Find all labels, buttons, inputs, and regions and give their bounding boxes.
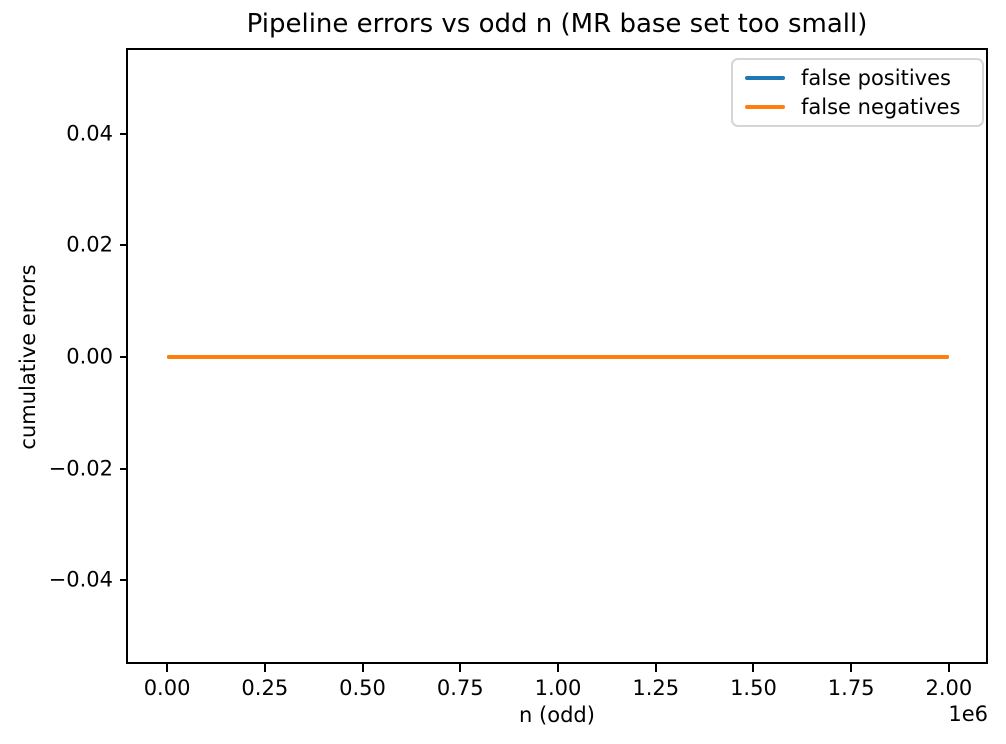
chart-title: Pipeline errors vs odd n (MR base set to… (246, 9, 868, 39)
y-tick-label: −0.02 (48, 456, 113, 481)
legend-entry: false positives (743, 65, 972, 91)
y-tick-label: 0.02 (66, 232, 113, 257)
x-axis-label: n (odd) (519, 703, 595, 727)
x-tick-label: 1.50 (730, 676, 777, 700)
legend-line-sample (745, 76, 785, 80)
x-axis-offset-text: 1e6 (948, 702, 988, 726)
x-tick-label: 2.00 (925, 676, 973, 700)
legend-entry: false negatives (743, 94, 972, 120)
x-tick-label: 0.75 (436, 676, 484, 700)
x-tick-label: 1.00 (534, 676, 582, 700)
y-tick-label: −0.04 (48, 567, 113, 592)
x-tick-mark (850, 664, 853, 672)
x-tick-label: 1.75 (827, 676, 875, 700)
x-tick-label: 1.25 (632, 676, 680, 700)
x-tick-mark (361, 664, 364, 672)
legend: false positives false negatives (731, 58, 984, 127)
x-tick-mark (166, 664, 169, 672)
x-tick-mark (654, 664, 657, 672)
x-tick-label: 0.00 (143, 676, 191, 700)
y-axis-label: cumulative errors (16, 264, 40, 450)
x-tick-label: 0.25 (241, 676, 289, 700)
y-tick-label: 0.00 (66, 344, 113, 369)
legend-entry-label: false negatives (801, 95, 961, 119)
x-tick-label: 0.50 (339, 676, 386, 700)
x-tick-mark (263, 664, 266, 672)
y-tick-label: 0.04 (66, 121, 113, 146)
x-tick-mark (459, 664, 462, 672)
legend-line-sample (745, 105, 785, 109)
plot-area (126, 48, 988, 664)
legend-entry-label: false positives (801, 66, 951, 90)
x-tick-mark (947, 664, 950, 672)
x-tick-mark (557, 664, 559, 672)
x-tick-mark (752, 664, 755, 672)
